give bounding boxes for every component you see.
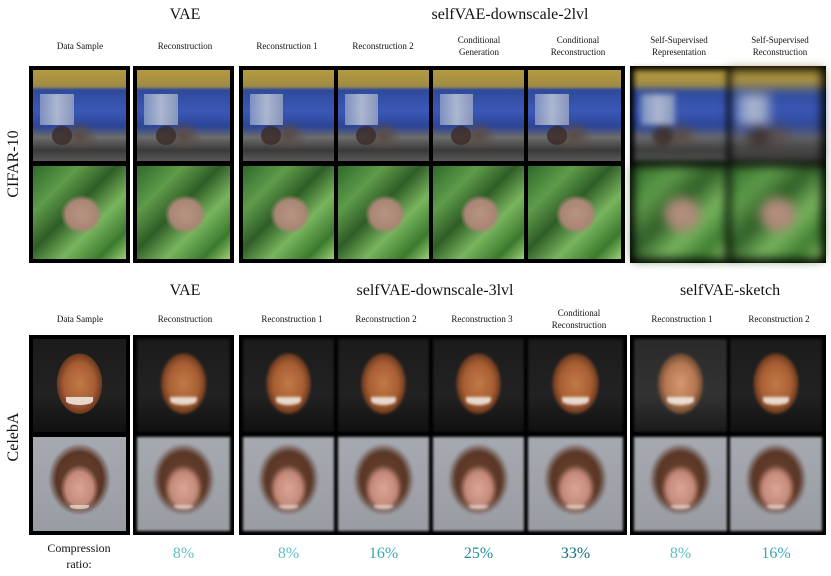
ratio-sketch-1: 8% (669, 545, 692, 562)
celeba-man-recon-1 (242, 338, 335, 433)
celeba-side-label: CelebA (5, 412, 22, 462)
celeba-woman-vae-recon (136, 436, 231, 532)
ratio-recon-1: 8% (277, 545, 300, 562)
cifar-frog-recon-2 (337, 165, 430, 260)
cifar-truck-ss-recon (729, 69, 823, 162)
celeba-group-vae: VAE (169, 282, 201, 299)
celeba-woman-sketch-recon-2 (729, 436, 823, 532)
cifar-frog-vae-recon (136, 165, 231, 260)
cifar-col-recon-1: Reconstruction 1 (256, 41, 318, 51)
cifar-truck-sample (32, 69, 127, 162)
celeba-man-cond-recon (527, 338, 624, 433)
celeba-group-sketch: selfVAE-sketch (679, 282, 781, 299)
celeba-man-sketch-recon-1 (633, 338, 728, 433)
cifar-col-ss-recon: Self-Supervised Reconstruction (751, 35, 809, 57)
cifar-frog-cond-gen (432, 165, 525, 260)
ratio-recon-3: 25% (463, 545, 494, 562)
ratio-recon-2: 16% (368, 545, 399, 562)
cifar-col-recon-2: Reconstruction 2 (352, 41, 414, 51)
cifar-group-vae: VAE (169, 6, 201, 23)
cifar-col-data-sample: Data Sample (56, 41, 104, 51)
celeba-group-selfvae: selfVAE-downscale-3lvl (356, 282, 514, 299)
celeba-man-recon-3 (432, 338, 525, 433)
ratio-vae: 8% (172, 545, 195, 562)
cifar-frog-recon-1 (242, 165, 335, 260)
cifar-truck-recon-2 (337, 69, 430, 162)
celeba-col-reconstruction: Reconstruction (157, 314, 213, 324)
celeba-col-recon-1: Reconstruction 1 (261, 314, 323, 324)
celeba-woman-recon-1 (242, 436, 335, 532)
celeba-man-sketch-recon-2 (729, 338, 823, 433)
celeba-man-vae-recon (136, 338, 231, 433)
celeba-woman-sketch-recon-1 (633, 436, 728, 532)
cifar-truck-cond-gen (432, 69, 525, 162)
celeba-woman-cond-recon (527, 436, 624, 532)
celeba-woman-recon-3 (432, 436, 525, 532)
celeba-col-data-sample: Data Sample (56, 314, 104, 324)
celeba-woman-recon-2 (337, 436, 430, 532)
celeba-woman-sample (32, 436, 127, 532)
cifar-truck-recon-1 (242, 69, 335, 162)
cifar-group-selfvae: selfVAE-downscale-2lvl (431, 6, 589, 23)
celeba-col-sketch-recon-1: Reconstruction 1 (651, 314, 713, 324)
celeba-man-sample (32, 338, 127, 433)
cifar-truck-cond-recon (527, 69, 622, 162)
cifar-truck-vae-recon (136, 69, 231, 162)
cifar-col-reconstruction: Reconstruction (157, 41, 213, 51)
cifar-frog-cond-recon (527, 165, 622, 260)
cifar-col-ss-rep: Self-Supervised Representation (650, 35, 708, 57)
cifar-side-label: CIFAR-10 (5, 130, 22, 198)
celeba-col-recon-2: Reconstruction 2 (355, 314, 417, 324)
ratio-cond-recon: 33% (560, 545, 591, 562)
cifar-frog-sample (32, 165, 127, 260)
cifar-frog-ss-recon (729, 165, 823, 260)
ratio-sketch-2: 16% (761, 545, 791, 562)
cifar-col-cond-recon: Conditional Reconstruction (550, 35, 606, 57)
celeba-col-cond-recon: Conditional Reconstruction (551, 308, 607, 330)
celeba-col-recon-3: Reconstruction 3 (451, 314, 513, 324)
cifar-col-cond-gen: Conditional Generation (457, 35, 501, 57)
celeba-man-recon-2 (337, 338, 430, 433)
celeba-col-sketch-recon-2: Reconstruction 2 (748, 314, 810, 324)
compression-label: Compression ratio: (47, 541, 111, 571)
cifar-frog-ss-rep (633, 165, 728, 260)
cifar-truck-ss-rep (633, 69, 728, 162)
